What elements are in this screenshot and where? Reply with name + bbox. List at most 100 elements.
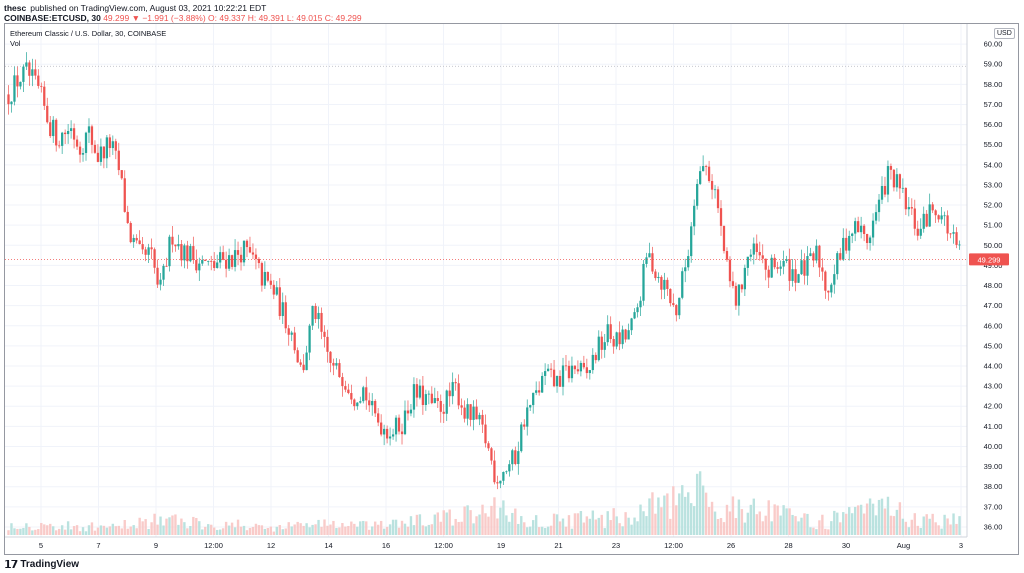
volume-bar xyxy=(475,516,478,535)
volume-bar xyxy=(830,521,833,535)
candle-body xyxy=(639,300,642,308)
volume-bar xyxy=(147,529,150,535)
volume-bar xyxy=(773,504,776,535)
volume-bar xyxy=(862,513,866,535)
candle-body xyxy=(669,288,672,304)
ohlc-values: 49.299 ▼ −1.991 (−3.88%) O: 49.337 H: 49… xyxy=(103,13,362,23)
volume-bar xyxy=(880,498,884,535)
currency-badge[interactable]: USD xyxy=(994,28,1015,39)
volume-bar xyxy=(612,508,615,535)
candle-body xyxy=(230,255,234,267)
volume-bar xyxy=(415,514,419,535)
candle-body xyxy=(529,405,532,408)
x-tick-label: 5 xyxy=(39,541,43,550)
y-tick-label: 49.00 xyxy=(984,261,1003,270)
candle-body xyxy=(693,205,696,227)
candle-body xyxy=(865,234,869,244)
candle-body xyxy=(362,387,365,402)
candle-body xyxy=(621,329,624,345)
candle-body xyxy=(344,386,347,390)
volume-bar xyxy=(215,529,219,535)
candle-body xyxy=(430,393,433,404)
x-tick-label: 19 xyxy=(497,541,505,550)
candle-body xyxy=(469,404,472,420)
candle-body xyxy=(931,204,934,211)
candle-body xyxy=(478,414,481,420)
volume-bar xyxy=(69,529,73,535)
candle-body xyxy=(412,384,416,410)
volume-bar xyxy=(129,526,132,535)
symbol-label: COINBASE:ETCUSD, 30 xyxy=(4,13,101,23)
last-price-marker xyxy=(969,253,1009,266)
volume-bar xyxy=(120,528,123,535)
candle-body xyxy=(830,284,833,293)
candle-body xyxy=(749,254,752,257)
candle-body xyxy=(818,245,821,268)
volume-bar xyxy=(189,526,192,535)
candle-body xyxy=(359,401,362,403)
candle-body xyxy=(61,132,64,146)
candle-body xyxy=(397,417,401,432)
candle-body xyxy=(690,226,693,257)
candle-body xyxy=(37,75,40,86)
volume-bar xyxy=(233,527,237,535)
candle-body xyxy=(707,166,711,181)
volume-bar xyxy=(904,521,908,535)
volume-bar xyxy=(180,518,183,535)
volume-bar xyxy=(603,528,606,535)
volume-bar xyxy=(785,508,788,535)
volume-bar xyxy=(308,527,311,535)
volume-bar xyxy=(302,525,305,535)
volume-bar xyxy=(555,514,559,535)
candle-body xyxy=(910,207,913,209)
volume-bar xyxy=(400,520,404,535)
candle-body xyxy=(72,128,76,140)
candle-body xyxy=(535,390,538,393)
candle-body xyxy=(809,253,812,257)
candle-body xyxy=(49,122,52,137)
volume-bar xyxy=(174,514,177,535)
candle-body xyxy=(785,259,788,261)
candle-body xyxy=(558,375,562,387)
author-name[interactable]: thesc xyxy=(4,3,27,13)
candle-body xyxy=(794,269,797,283)
price-chart[interactable]: 36.00 37.00 38.00 39.00 40.00 41.00 42.00 43.00… xyxy=(5,24,1018,554)
volume-indicator-label[interactable]: Vol xyxy=(10,39,21,48)
candle-body xyxy=(713,189,717,191)
candle-body xyxy=(752,243,755,255)
volume-bar xyxy=(695,473,699,535)
volume-bar xyxy=(117,525,120,535)
candle-body xyxy=(502,471,505,481)
candle-body xyxy=(40,85,43,87)
candle-body xyxy=(198,263,201,271)
candle-body xyxy=(75,139,79,147)
volume-bar xyxy=(305,523,308,535)
volume-bar xyxy=(529,526,532,535)
volume-bar xyxy=(442,510,445,535)
volume-bar xyxy=(636,521,639,535)
candle-body xyxy=(585,367,588,374)
y-tick-label: 38.00 xyxy=(984,482,1003,491)
volume-bar xyxy=(60,525,64,535)
candle-body xyxy=(916,228,919,236)
x-tick-label: 9 xyxy=(154,541,158,550)
candle-body xyxy=(704,166,708,167)
candle-body xyxy=(672,303,675,306)
volume-bar xyxy=(388,524,392,535)
volume-bar xyxy=(895,509,899,535)
candle-body xyxy=(436,398,439,401)
y-tick-label: 51.00 xyxy=(984,221,1003,230)
candle-body xyxy=(156,267,159,285)
volume-bar xyxy=(749,504,753,535)
volume-bar xyxy=(135,528,138,535)
candle-body xyxy=(216,262,219,268)
volume-bar xyxy=(481,504,484,535)
volume-bar xyxy=(883,508,887,535)
candle-body xyxy=(681,271,684,298)
volume-bar xyxy=(848,507,851,535)
footer-branding: 𝟭𝟳 TradingView xyxy=(4,557,79,571)
candle-body xyxy=(374,400,377,414)
volume-bar xyxy=(746,512,750,535)
volume-bar xyxy=(362,520,365,535)
candle-body xyxy=(254,254,258,259)
